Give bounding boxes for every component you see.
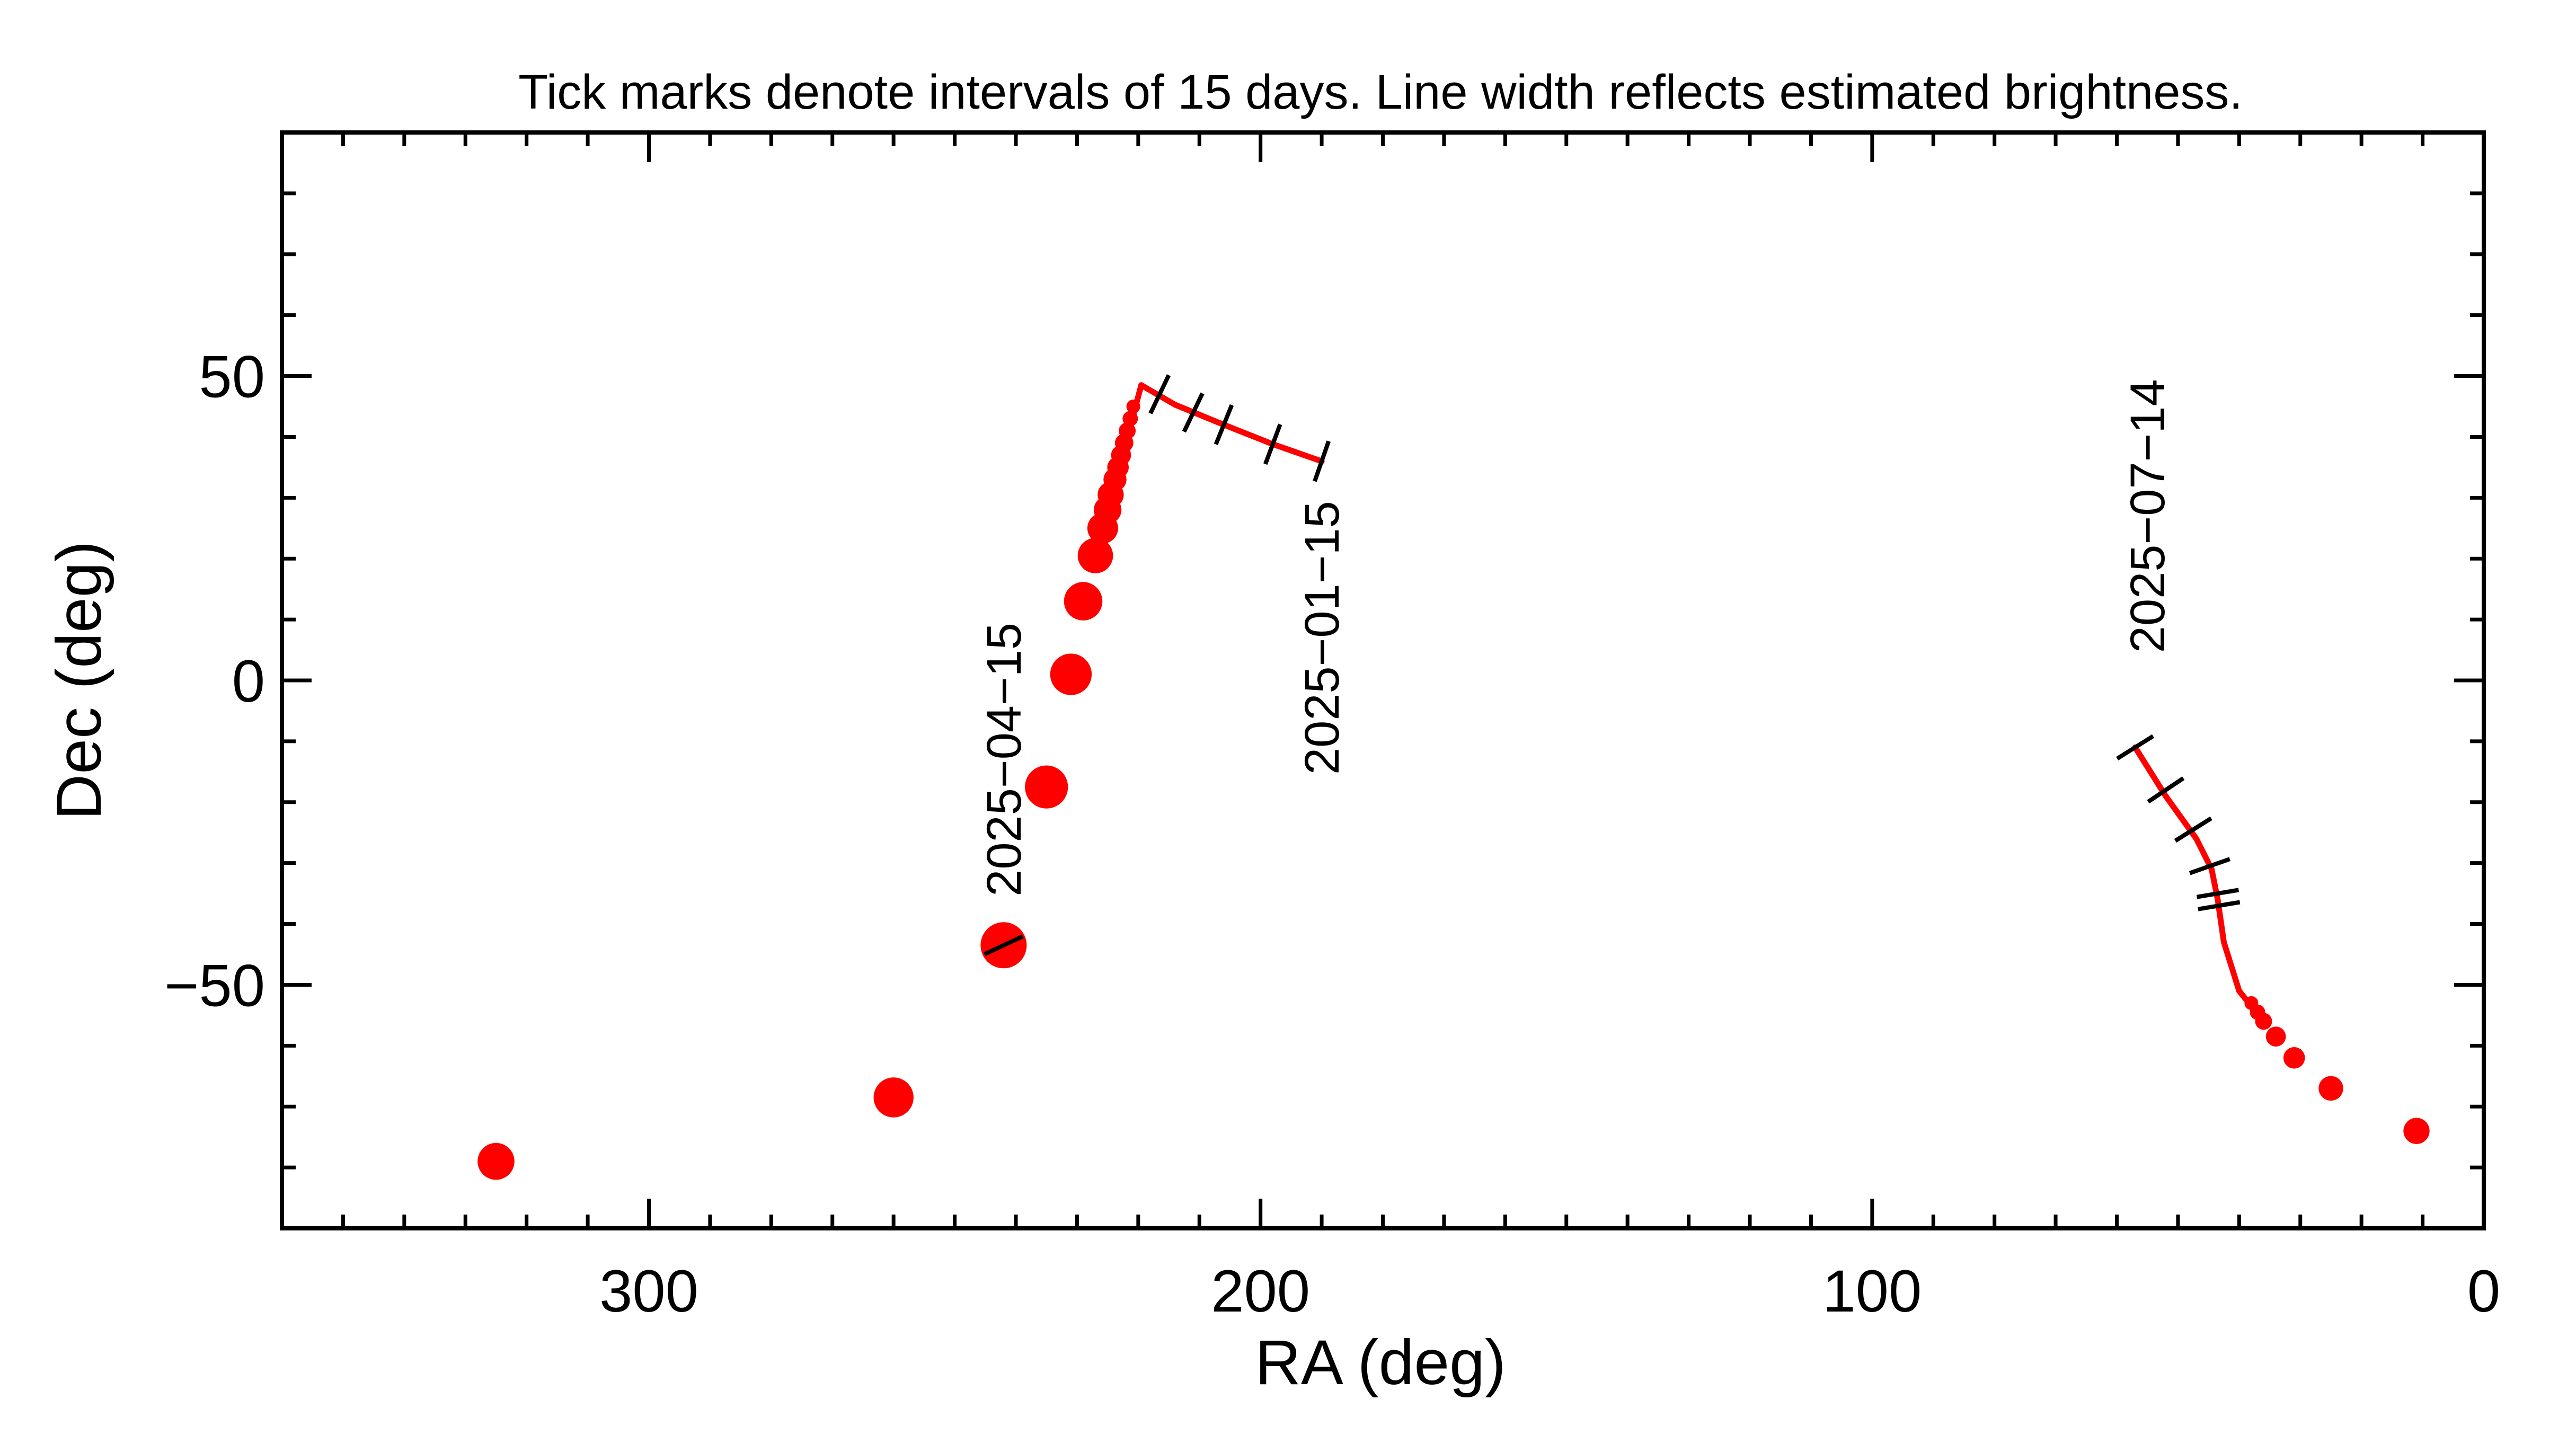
date-tick: [1214, 404, 1234, 446]
x-tick-label: 300: [599, 1258, 698, 1324]
track-point: [477, 1142, 515, 1180]
y-axis-ticks: [282, 191, 2484, 1170]
track-point: [2318, 1076, 2343, 1101]
date-label: 2025−07−14: [2121, 379, 2175, 653]
y-tick-label: −50: [164, 952, 265, 1018]
x-axis-tick-labels: 300 200 100 0: [599, 1258, 2500, 1324]
track-point: [2255, 1013, 2272, 1030]
track-point: [1087, 512, 1118, 544]
track-segment-3: 2025−07−14: [2116, 379, 2430, 1144]
x-tick-label: 100: [1822, 1258, 1922, 1324]
track-point: [1050, 653, 1092, 695]
x-tick-label: 0: [2467, 1258, 2500, 1324]
x-axis-label: RA (deg): [1255, 1327, 1506, 1398]
y-axis-tick-labels: 50 0 −50: [164, 344, 265, 1019]
date-label: 2025−04−15: [977, 623, 1031, 897]
track-point: [1025, 765, 1068, 809]
plot-marks: 2025−01−15 2025−04−15 2025−07−14: [477, 374, 2430, 1180]
track-point: [2403, 1118, 2430, 1144]
x-axis-ticks: [341, 132, 2425, 1228]
track-point: [1064, 582, 1103, 621]
track-point: [873, 1077, 914, 1118]
x-tick-label: 200: [1211, 1258, 1310, 1324]
track-point: [2265, 1026, 2286, 1047]
date-tick: [2174, 816, 2212, 843]
track-point: [2283, 1047, 2305, 1069]
track-segment-2: 2025−04−15: [477, 382, 1145, 1180]
track-point: [1126, 399, 1140, 414]
date-tick: [1182, 392, 1205, 433]
y-axis-label: Dec (deg): [43, 541, 114, 820]
date-label: 2025−01−15: [1295, 501, 1349, 775]
track-segment-1: 2025−01−15: [1138, 374, 1349, 775]
date-tick: [1313, 440, 1331, 482]
date-tick: [2198, 900, 2241, 911]
date-tick: [2116, 734, 2155, 760]
chart-title: Tick marks denote intervals of 15 days. …: [518, 65, 2243, 119]
date-tick: [2189, 857, 2231, 875]
date-tick: [2196, 888, 2239, 899]
y-tick-label: 50: [199, 344, 265, 410]
date-tick: [1148, 374, 1171, 414]
track-point: [1077, 538, 1113, 573]
y-tick-label: 0: [232, 648, 265, 714]
date-tick: [1263, 423, 1282, 465]
plot-frame: [280, 130, 2486, 1230]
track-line: [2132, 744, 2267, 1024]
date-tick: [2147, 776, 2185, 804]
date-tick: [984, 934, 1024, 956]
